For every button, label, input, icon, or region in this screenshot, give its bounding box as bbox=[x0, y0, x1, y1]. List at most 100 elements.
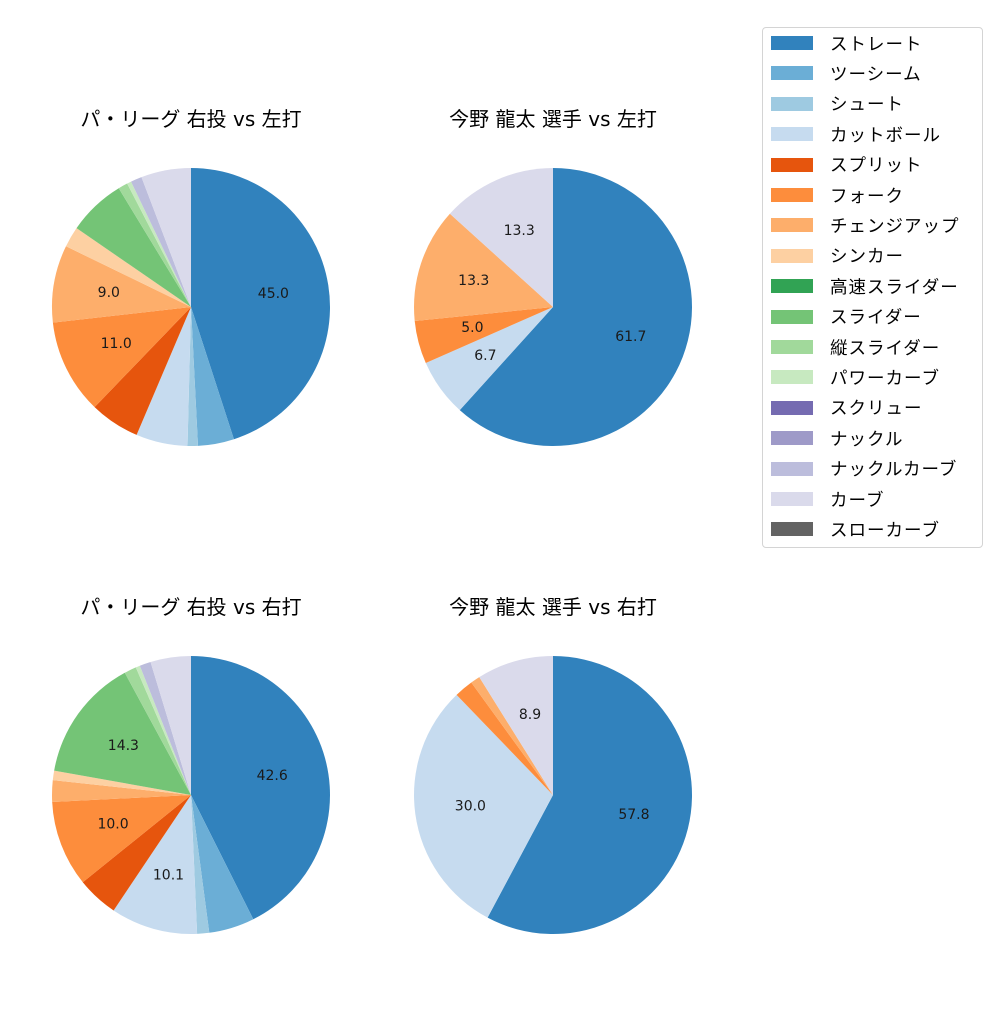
legend-label: ツーシーム bbox=[830, 64, 922, 85]
chart-title: パ・リーグ 右投 vs 右打 bbox=[80, 595, 302, 619]
pie-slice bbox=[191, 795, 210, 934]
legend-swatch bbox=[771, 36, 813, 50]
legend-item-fork: フォーク bbox=[771, 185, 904, 207]
pie-chart-konno-vs-rhb: 今野 龍太 選手 vs 右打 57.8 30.0 8.9 bbox=[393, 591, 713, 1011]
pie-slice-label: 13.3 bbox=[504, 223, 535, 239]
pie-slice bbox=[425, 307, 553, 411]
legend-swatch bbox=[771, 157, 813, 172]
pie-chart-league-rhp-vs-rhb: パ・リーグ 右投 vs 右打 42.6 10.1 10.0 14.3 bbox=[31, 591, 351, 1011]
legend-swatch bbox=[771, 309, 813, 324]
pie-slice bbox=[52, 795, 191, 883]
pie-slice bbox=[127, 181, 191, 307]
legend-label: カットボール bbox=[830, 125, 941, 146]
pie-slice bbox=[65, 228, 191, 307]
legend-label: フォーク bbox=[830, 186, 904, 207]
legend-item-changeup: チェンジアップ bbox=[771, 215, 960, 237]
pie-slice bbox=[459, 168, 692, 446]
legend-item-slow-curve: スローカーブ bbox=[771, 519, 940, 541]
pie-slice bbox=[94, 307, 191, 435]
legend-item-screwball: スクリュー bbox=[771, 398, 923, 420]
pie-slice-label: 61.7 bbox=[615, 329, 646, 345]
pie-slice bbox=[141, 168, 191, 307]
legend: ストレート ツーシーム シュート カットボール スプリット フォーク チェンジア… bbox=[762, 27, 983, 548]
legend-item-split: スプリット bbox=[771, 155, 923, 177]
pie-slice-label: 5.0 bbox=[461, 320, 483, 336]
legend-item-straight: ストレート bbox=[771, 33, 923, 55]
legend-swatch bbox=[771, 400, 813, 415]
pie-slice bbox=[118, 183, 191, 307]
pie-slice-label: 30.0 bbox=[455, 798, 486, 814]
legend-label: スライダー bbox=[830, 308, 922, 329]
legend-label: チェンジアップ bbox=[830, 216, 960, 237]
pie-slice bbox=[124, 667, 191, 795]
pie-slice bbox=[51, 246, 191, 323]
legend-item-fast-slider: 高速スライダー bbox=[771, 276, 959, 298]
legend-item-curve: カーブ bbox=[771, 489, 885, 511]
legend-label: 縦スライダー bbox=[830, 338, 941, 359]
pie-slice bbox=[191, 307, 234, 446]
legend-swatch bbox=[771, 127, 813, 142]
pie-slice bbox=[135, 665, 191, 795]
chart-title: 今野 龍太 選手 vs 左打 bbox=[449, 107, 657, 131]
legend-swatch bbox=[771, 248, 813, 263]
pie-slice-label: 11.0 bbox=[101, 336, 132, 352]
pie-slice-label: 10.0 bbox=[97, 817, 128, 833]
pie-slice-label: 6.7 bbox=[474, 348, 496, 364]
pie-slice bbox=[414, 307, 553, 364]
legend-item-power-curve: パワーカーブ bbox=[771, 367, 940, 389]
pie-chart-konno-vs-lhb: 今野 龍太 選手 vs 左打 61.7 6.7 5.0 13.3 13.3 bbox=[393, 103, 713, 523]
pie-slice bbox=[52, 770, 191, 795]
pie-slice bbox=[191, 656, 331, 920]
pie-slice-label: 9.0 bbox=[98, 285, 120, 301]
pie-slice-label: 13.3 bbox=[458, 273, 489, 289]
pie-slice-label: 10.1 bbox=[153, 867, 184, 883]
legend-swatch bbox=[771, 279, 813, 294]
pie-slice-label: 8.9 bbox=[519, 707, 541, 723]
legend-swatch bbox=[771, 461, 813, 476]
legend-swatch bbox=[771, 218, 813, 233]
legend-item-knuckle: ナックル bbox=[771, 428, 904, 450]
legend-swatch bbox=[771, 492, 813, 506]
legend-item-knuckle-curve: ナックルカーブ bbox=[771, 459, 957, 480]
pie-slice bbox=[113, 795, 198, 934]
pie-plot: 57.8 30.0 8.9 bbox=[413, 656, 692, 934]
legend-label: スクリュー bbox=[830, 399, 923, 420]
legend-label: カーブ bbox=[830, 490, 885, 511]
legend-label: 高速スライダー bbox=[830, 277, 959, 298]
pie-slice bbox=[136, 307, 191, 446]
pie-slice bbox=[139, 662, 191, 795]
pie-chart-league-rhp-vs-lhb: パ・リーグ 右投 vs 左打 45.0 11.0 9.0 bbox=[31, 103, 351, 523]
pie-slice bbox=[131, 177, 191, 307]
chart-title: パ・リーグ 右投 vs 左打 bbox=[80, 107, 302, 131]
legend-swatch bbox=[771, 66, 813, 81]
legend-swatch bbox=[771, 522, 813, 537]
legend-item-shoot: シュート bbox=[771, 94, 904, 116]
pie-slice bbox=[187, 307, 198, 446]
pie-slice bbox=[456, 682, 553, 795]
legend-swatch bbox=[771, 96, 813, 111]
legend-item-vertical-slider: 縦スライダー bbox=[771, 337, 941, 359]
pie-plot: 42.6 10.1 10.0 14.3 bbox=[52, 656, 331, 934]
pie-slice-label: 42.6 bbox=[257, 768, 288, 784]
legend-label: ストレート bbox=[830, 34, 923, 55]
pie-slice bbox=[52, 307, 191, 408]
chart-title: 今野 龍太 選手 vs 右打 bbox=[449, 595, 657, 619]
pie-slice bbox=[150, 656, 191, 795]
pie-slice-label: 57.8 bbox=[618, 807, 649, 823]
legend-swatch bbox=[771, 370, 813, 385]
pie-slice bbox=[191, 168, 331, 440]
legend-label: ナックル bbox=[830, 429, 904, 450]
pie-slice bbox=[414, 213, 553, 321]
legend-swatch bbox=[771, 340, 813, 354]
pie-slice bbox=[487, 656, 692, 934]
pie-slice bbox=[471, 677, 553, 795]
pie-plot: 45.0 11.0 9.0 bbox=[51, 168, 331, 446]
pie-slice bbox=[54, 672, 192, 795]
pie-slice bbox=[82, 795, 191, 911]
legend-item-sinker: シンカー bbox=[771, 246, 904, 267]
legend-label: スプリット bbox=[830, 156, 923, 177]
legend-item-slider: スライダー bbox=[771, 307, 922, 329]
legend-swatch bbox=[771, 431, 813, 446]
legend-label: シュート bbox=[830, 95, 904, 116]
pie-slice bbox=[76, 188, 191, 307]
